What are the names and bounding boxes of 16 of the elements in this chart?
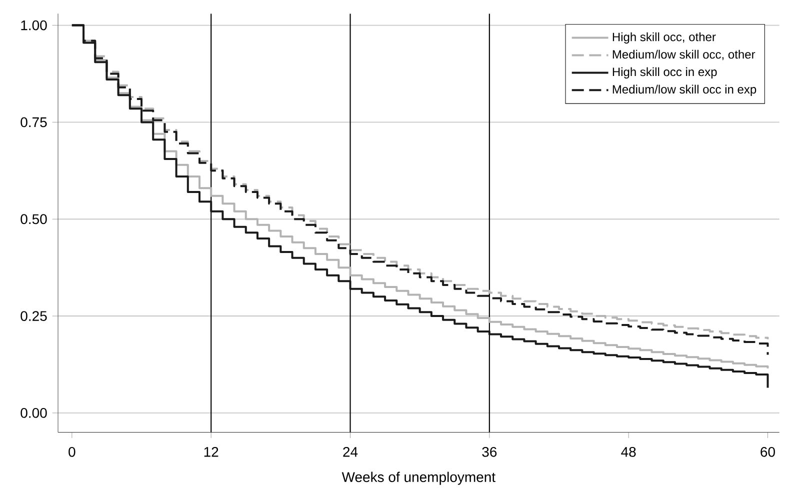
x-tick-label: 12	[204, 446, 218, 457]
y-tick-label: 1.00	[21, 20, 47, 30]
y-tick-label: 0.75	[20, 117, 47, 128]
x-tick-label: 36	[482, 446, 497, 457]
x-tick-label: 48	[621, 446, 636, 457]
legend-label: High skill occ, other	[612, 32, 716, 44]
y-tick-label: 0.25	[20, 311, 47, 321]
y-tick-label: 0.00	[20, 408, 47, 418]
y-tick-label: 0.50	[20, 214, 47, 224]
x-tick-label: 60	[760, 446, 775, 457]
legend-label: Medium/low skill occ in exp	[612, 84, 756, 96]
legend-label: Medium/low skill occ, other	[612, 50, 756, 60]
x-tick-label: 0	[68, 446, 76, 457]
legend-label: High skill occ in exp	[612, 67, 717, 78]
x-tick-label: 24	[343, 446, 358, 457]
x-axis-title: Weeks of unemployment	[342, 472, 496, 485]
